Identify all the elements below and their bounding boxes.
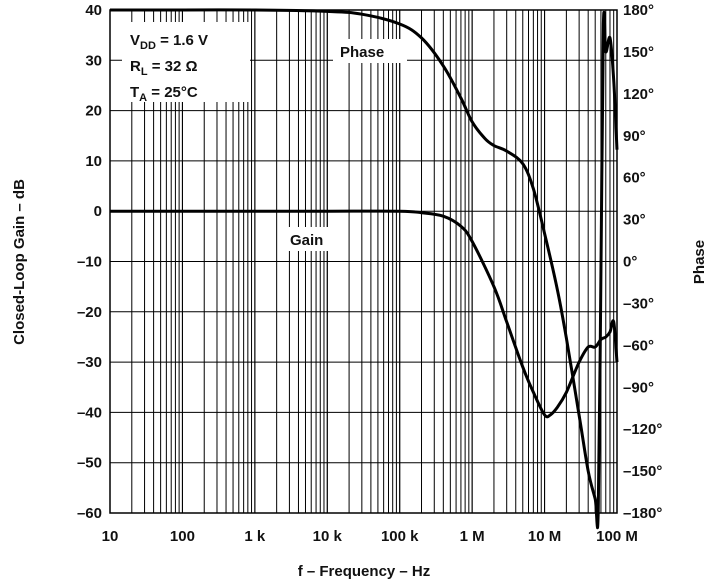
y-tick-label: 10 <box>85 153 102 170</box>
x-axis-title: f – Frequency – Hz <box>298 563 431 580</box>
conditions-box <box>122 22 250 102</box>
y2-tick-label: –60° <box>623 337 654 354</box>
y2-tick-label: 30° <box>623 212 646 229</box>
y2-tick-label: 0° <box>623 254 637 271</box>
y2-tick-label: –150° <box>623 463 662 480</box>
condition-ta: TA = 25°C <box>130 84 198 104</box>
y-tick-label: –10 <box>77 254 102 271</box>
y-tick-label: –60 <box>77 505 102 522</box>
x-tick-label: 10 <box>102 528 119 545</box>
condition-vdd: VDD = 1.6 V <box>130 32 208 52</box>
y-tick-label: –30 <box>77 354 102 371</box>
y2-tick-label: –120° <box>623 421 662 438</box>
y-tick-label: –50 <box>77 455 102 472</box>
condition-rl: RL = 32 Ω <box>130 58 198 78</box>
x-tick-label: 100 <box>170 528 195 545</box>
y-tick-label: 20 <box>85 103 102 120</box>
y2-tick-labels: 180° 150° 120° 90° 60° 30° 0° –30° –60° –90° –120°… <box>623 2 662 522</box>
y2-tick-label: –30° <box>623 295 654 312</box>
x-tick-label: 100 M <box>596 528 638 545</box>
y-tick-label: –40 <box>77 404 102 421</box>
y-tick-label: 40 <box>85 2 102 19</box>
x-tick-labels: 10 100 1 k 10 k 100 k 1 M 10 M 100 M <box>102 528 638 545</box>
y2-tick-label: 60° <box>623 170 646 187</box>
y-tick-label: 0 <box>94 203 102 220</box>
series-lines <box>109 8 619 530</box>
x-tick-label: 10 M <box>528 528 561 545</box>
y2-tick-label: –180° <box>623 505 662 522</box>
gain-annotation: Gain <box>290 232 323 249</box>
y2-tick-label: 90° <box>623 128 646 145</box>
phase-label-bg <box>333 39 407 63</box>
y-tick-label: –20 <box>77 304 102 321</box>
x-tick-label: 100 k <box>381 528 419 545</box>
y-tick-label: 30 <box>85 52 102 69</box>
y2-axis-title: Phase <box>691 240 708 284</box>
y2-tick-label: 150° <box>623 44 654 61</box>
y2-tick-label: 120° <box>623 86 654 103</box>
plot-frame <box>109 9 618 514</box>
y2-tick-label: –90° <box>623 379 654 396</box>
gain-label-bg <box>283 227 347 251</box>
phase-annotation: Phase <box>340 44 384 61</box>
x-tick-label: 1 k <box>244 528 266 545</box>
y-axis-title: Closed-Loop Gain – dB <box>11 179 28 345</box>
phase-line <box>109 8 619 530</box>
y2-tick-label: 180° <box>623 2 654 19</box>
y-tick-labels: 40 30 20 10 0 –10 –20 –30 –40 –50 –60 <box>77 2 102 522</box>
x-tick-label: 1 M <box>460 528 485 545</box>
x-tick-label: 10 k <box>313 528 343 545</box>
